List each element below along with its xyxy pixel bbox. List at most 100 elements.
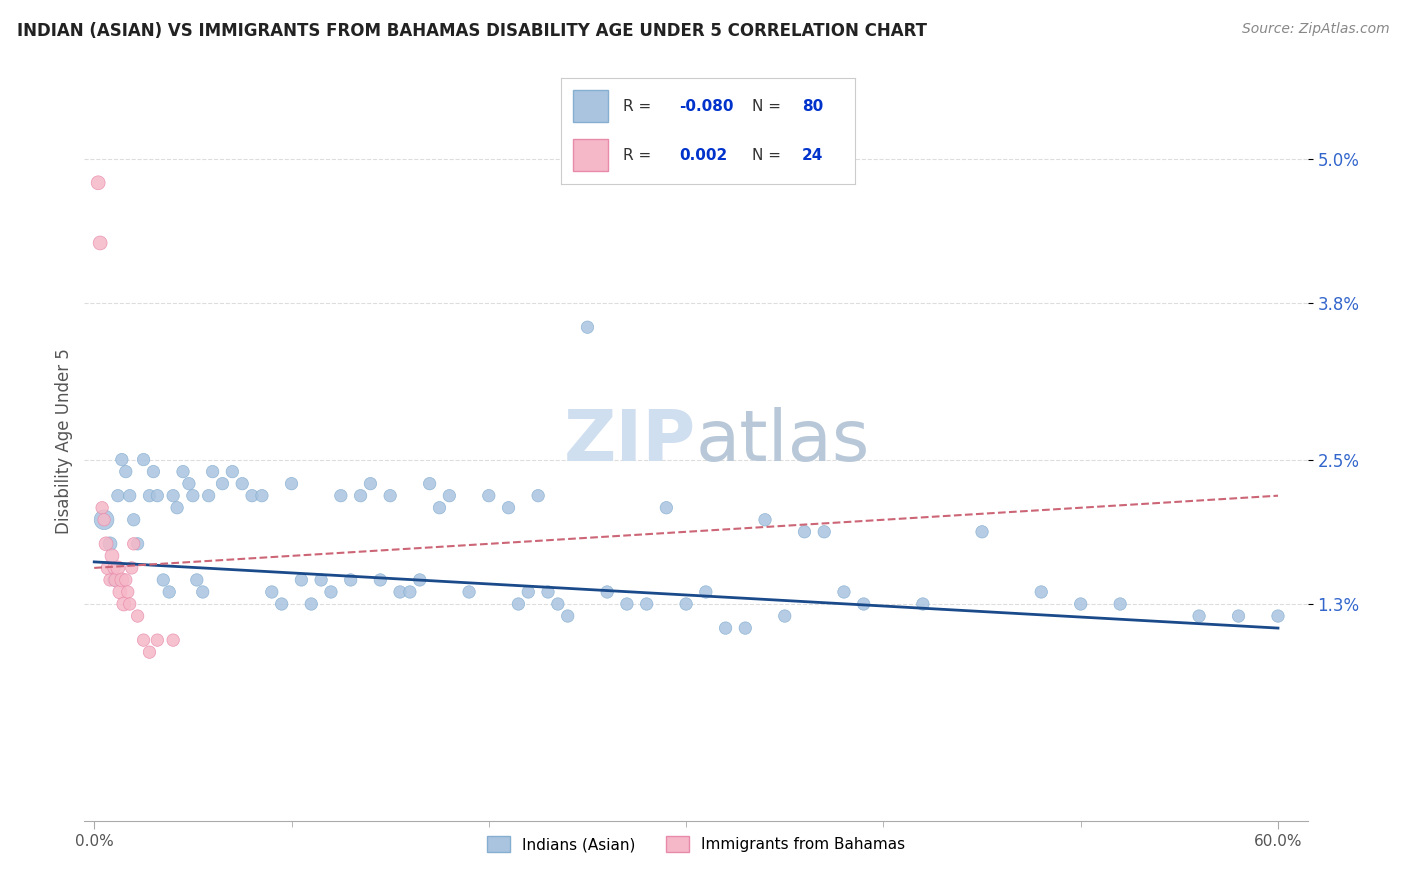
Legend: Indians (Asian), Immigrants from Bahamas: Indians (Asian), Immigrants from Bahamas bbox=[481, 830, 911, 858]
Point bbox=[103, 573, 125, 587]
Point bbox=[117, 585, 139, 599]
Point bbox=[138, 489, 160, 503]
Point bbox=[186, 573, 208, 587]
Point bbox=[97, 561, 120, 575]
Point bbox=[852, 597, 875, 611]
Point bbox=[359, 476, 381, 491]
Point bbox=[172, 465, 194, 479]
Point bbox=[152, 573, 174, 587]
Point bbox=[368, 573, 391, 587]
Point bbox=[349, 489, 371, 503]
Point bbox=[270, 597, 292, 611]
Text: Source: ZipAtlas.com: Source: ZipAtlas.com bbox=[1241, 22, 1389, 37]
Point bbox=[773, 609, 796, 624]
Point bbox=[458, 585, 481, 599]
Point bbox=[142, 465, 165, 479]
Point bbox=[557, 609, 579, 624]
Point bbox=[380, 489, 402, 503]
Point bbox=[114, 465, 136, 479]
Point bbox=[127, 609, 149, 624]
Point bbox=[146, 489, 169, 503]
Point bbox=[309, 573, 332, 587]
Point bbox=[508, 597, 530, 611]
Point bbox=[112, 597, 135, 611]
Point bbox=[162, 633, 184, 648]
Point bbox=[1227, 609, 1250, 624]
Point bbox=[596, 585, 619, 599]
Point bbox=[655, 500, 678, 515]
Point bbox=[132, 452, 155, 467]
Point bbox=[107, 561, 129, 575]
Point bbox=[93, 513, 115, 527]
Point bbox=[111, 573, 134, 587]
Point bbox=[89, 235, 111, 250]
Point bbox=[409, 573, 432, 587]
Point bbox=[157, 585, 180, 599]
Point bbox=[813, 524, 835, 539]
Point bbox=[754, 513, 776, 527]
Point bbox=[240, 489, 263, 503]
Point bbox=[339, 573, 361, 587]
Point bbox=[280, 476, 302, 491]
Point bbox=[734, 621, 756, 635]
Point bbox=[793, 524, 815, 539]
Point bbox=[98, 573, 121, 587]
Point bbox=[111, 452, 134, 467]
Point bbox=[547, 597, 569, 611]
Point bbox=[1070, 597, 1092, 611]
Point bbox=[121, 561, 143, 575]
Point bbox=[714, 621, 737, 635]
Point bbox=[93, 513, 115, 527]
Point bbox=[221, 465, 243, 479]
Point bbox=[162, 489, 184, 503]
Point bbox=[439, 489, 461, 503]
Point bbox=[419, 476, 441, 491]
Point bbox=[675, 597, 697, 611]
Y-axis label: Disability Age Under 5: Disability Age Under 5 bbox=[55, 349, 73, 534]
Point bbox=[290, 573, 312, 587]
Point bbox=[166, 500, 188, 515]
Point bbox=[329, 489, 352, 503]
Point bbox=[91, 500, 114, 515]
Point bbox=[498, 500, 520, 515]
Point bbox=[122, 537, 145, 551]
Point bbox=[319, 585, 342, 599]
Point bbox=[108, 585, 131, 599]
Point bbox=[970, 524, 993, 539]
Point bbox=[94, 537, 117, 551]
Point bbox=[1267, 609, 1289, 624]
Point bbox=[636, 597, 658, 611]
Point bbox=[122, 513, 145, 527]
Point bbox=[118, 597, 141, 611]
Point bbox=[107, 489, 129, 503]
Point bbox=[527, 489, 550, 503]
Point bbox=[576, 320, 599, 334]
Point bbox=[87, 176, 110, 190]
Text: INDIAN (ASIAN) VS IMMIGRANTS FROM BAHAMAS DISABILITY AGE UNDER 5 CORRELATION CHA: INDIAN (ASIAN) VS IMMIGRANTS FROM BAHAMA… bbox=[17, 22, 927, 40]
Text: ZIP: ZIP bbox=[564, 407, 696, 476]
Point bbox=[616, 597, 638, 611]
Point bbox=[211, 476, 233, 491]
Point bbox=[1188, 609, 1211, 624]
Point bbox=[695, 585, 717, 599]
Point bbox=[197, 489, 219, 503]
Point bbox=[114, 573, 136, 587]
Point bbox=[138, 645, 160, 659]
Point bbox=[537, 585, 560, 599]
Point bbox=[1109, 597, 1132, 611]
Point bbox=[191, 585, 214, 599]
Point bbox=[1031, 585, 1053, 599]
Point bbox=[478, 489, 501, 503]
Point bbox=[517, 585, 540, 599]
Point bbox=[911, 597, 934, 611]
Point bbox=[118, 489, 141, 503]
Point bbox=[146, 633, 169, 648]
Point bbox=[201, 465, 224, 479]
Point bbox=[104, 573, 127, 587]
Point bbox=[127, 537, 149, 551]
Point bbox=[299, 597, 322, 611]
Point bbox=[177, 476, 200, 491]
Point bbox=[98, 537, 121, 551]
Point bbox=[832, 585, 855, 599]
Point bbox=[103, 561, 125, 575]
